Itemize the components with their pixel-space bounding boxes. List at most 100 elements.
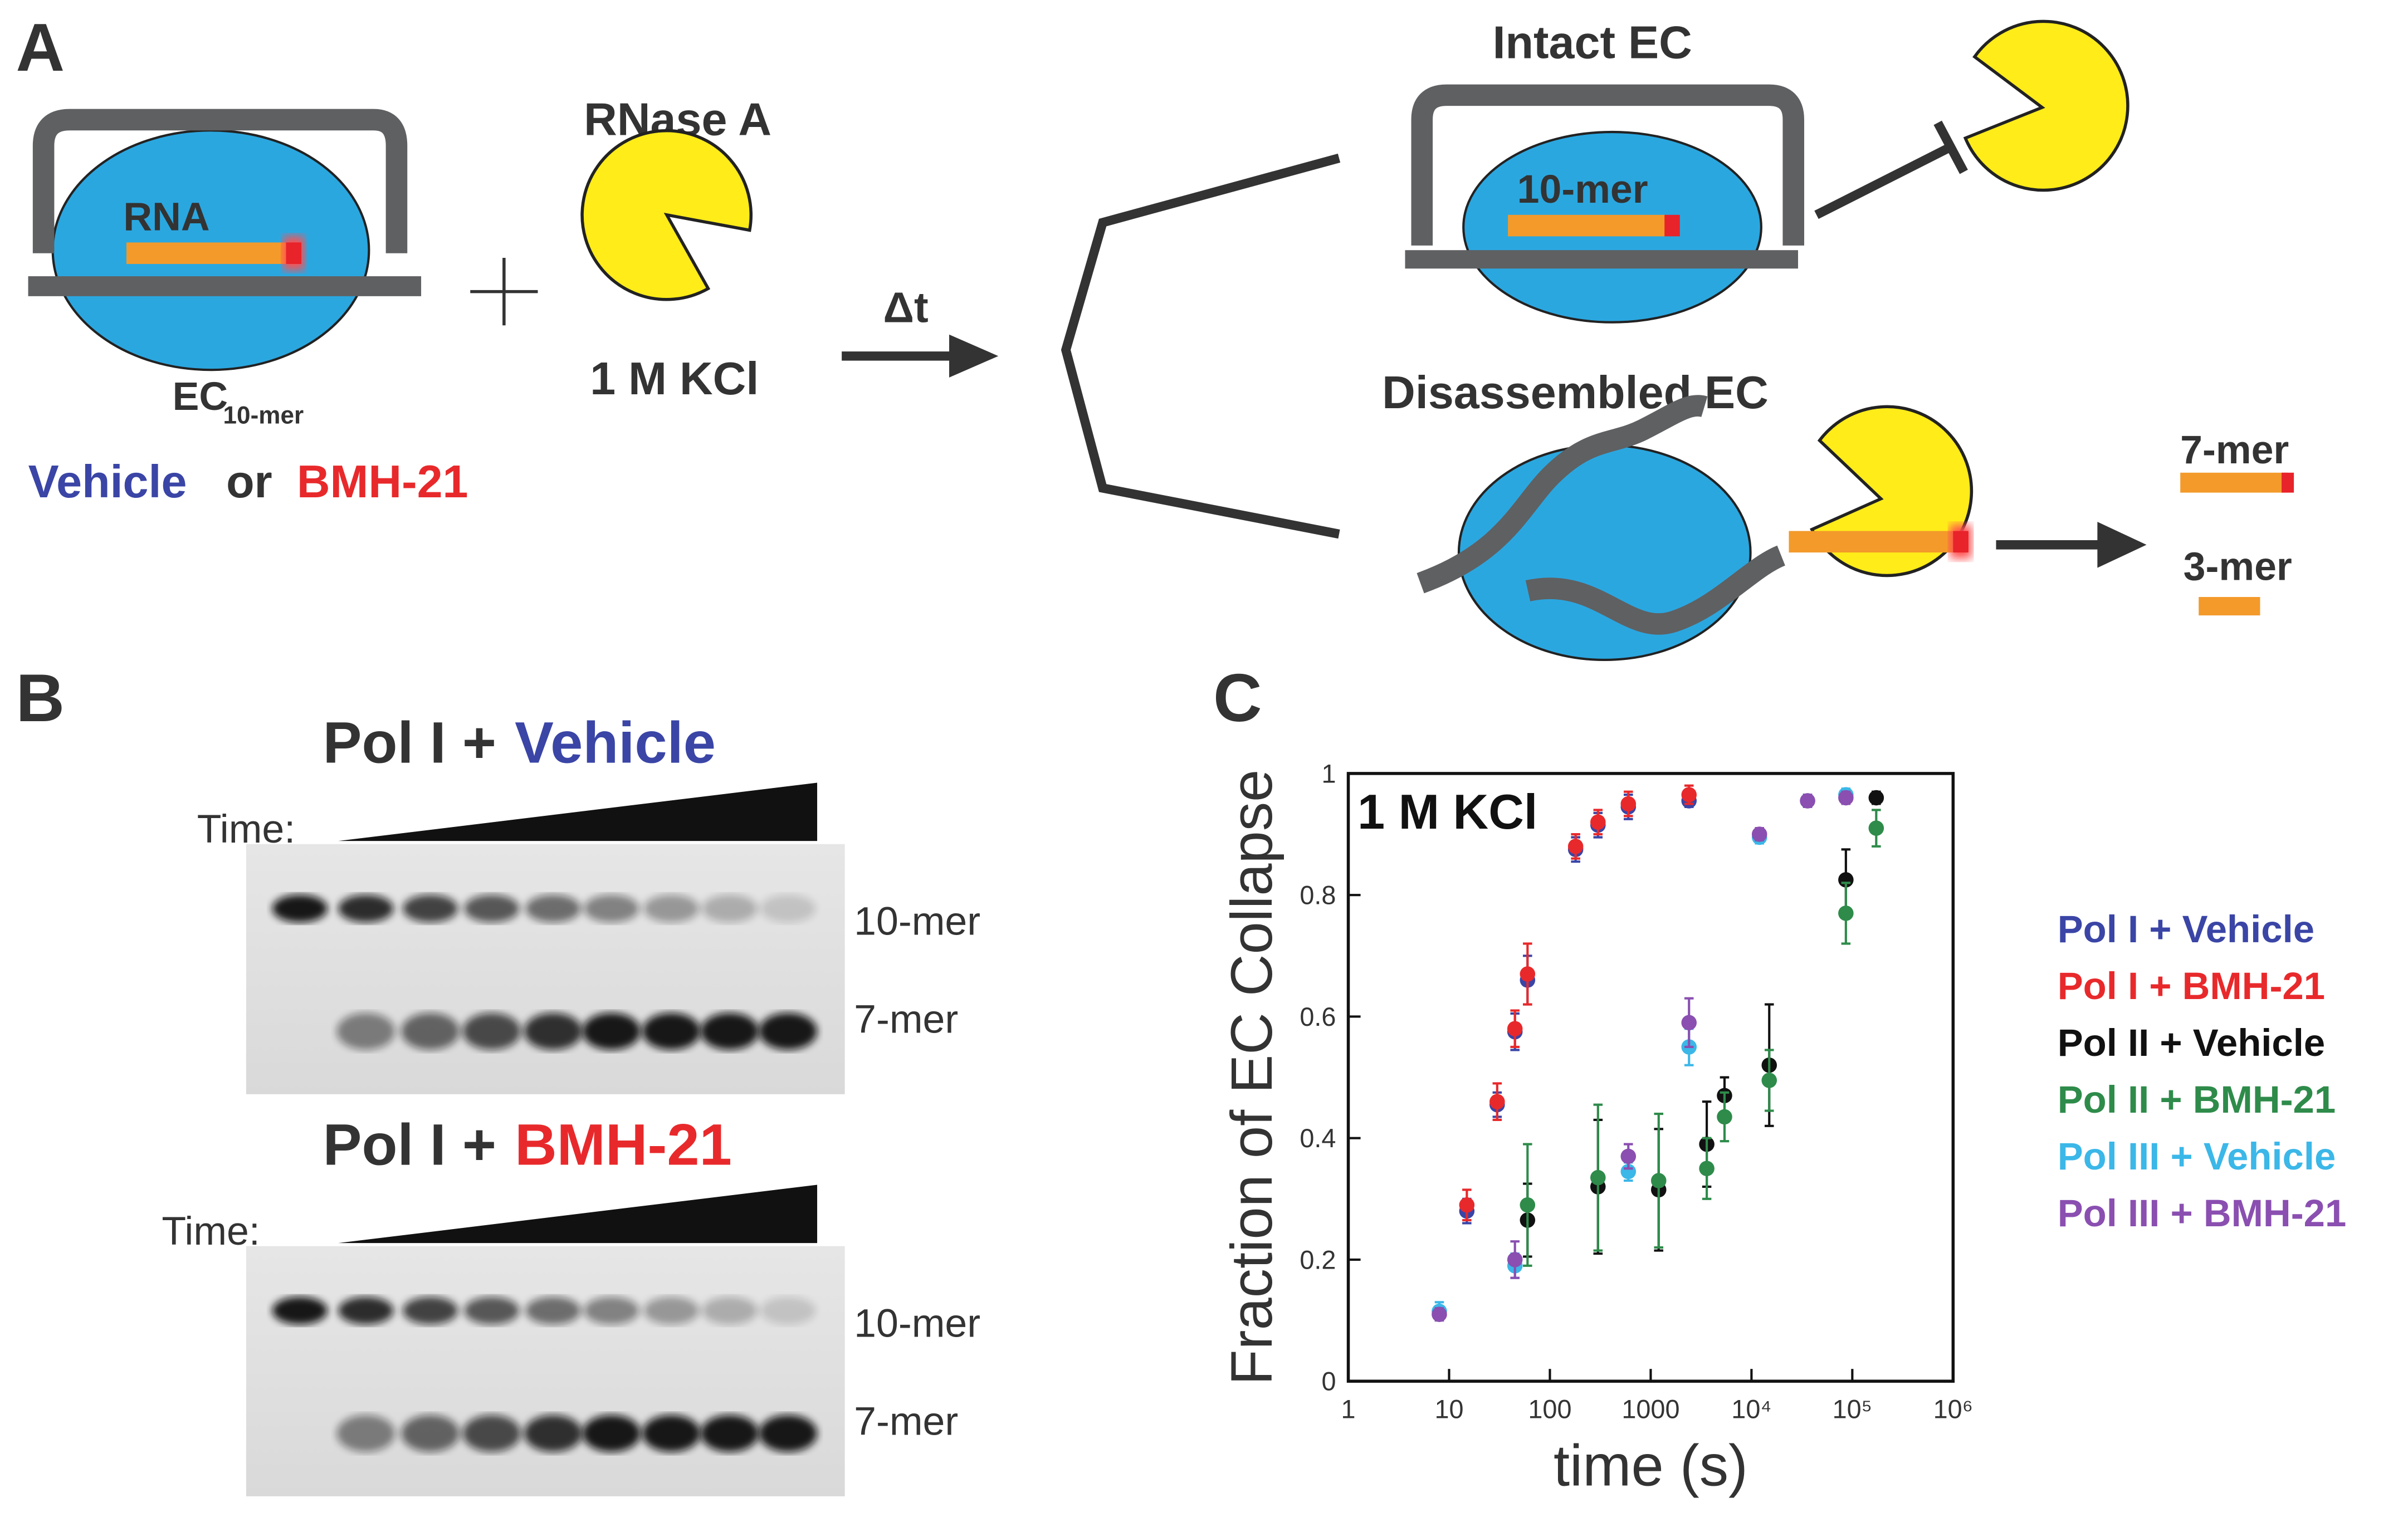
plot-frame	[1346, 772, 1955, 1383]
data-point	[1507, 1021, 1523, 1037]
gel-band	[524, 1012, 583, 1050]
x-tick-label: 10	[1434, 1394, 1463, 1423]
rna-tip	[286, 242, 302, 264]
legend-entry: Pol III + BMH-21	[2058, 1192, 2347, 1235]
polymerase	[1457, 444, 1752, 662]
plus	[470, 257, 538, 326]
band-label: 7-mer	[854, 997, 958, 1042]
legend-entry: Pol II + BMH-21	[2058, 1078, 2336, 1121]
rna-tip	[1664, 214, 1680, 237]
gel-band	[272, 894, 328, 923]
condition-vehicle: Vehicle	[28, 456, 187, 507]
panel-label: B	[16, 660, 65, 736]
dna-fragment	[1417, 395, 1708, 594]
gel-band	[338, 894, 394, 923]
rna-tip	[2282, 472, 2294, 493]
band-label: 7-mer	[854, 1399, 958, 1444]
gel-band	[759, 1012, 818, 1050]
y-tick-label: 0	[1321, 1367, 1336, 1396]
data-point	[1520, 966, 1536, 982]
legend-entry: Pol II + Vehicle	[2058, 1021, 2325, 1064]
data-point	[1620, 1148, 1637, 1164]
arrowhead	[2097, 521, 2147, 568]
gel-band	[760, 1296, 816, 1325]
rna-bar	[2180, 472, 2288, 493]
time-wedge	[338, 782, 818, 841]
data-point	[1868, 790, 1884, 806]
data-point	[1838, 906, 1854, 921]
gel-band	[462, 1415, 521, 1452]
gel-band	[643, 894, 699, 923]
gel-band	[760, 894, 816, 923]
y-axis-label: Fraction of EC Collapse	[1219, 770, 1284, 1386]
data-point	[1432, 1306, 1447, 1322]
x-tick-label: 100	[1528, 1394, 1571, 1423]
gels: Pol I + Vehicle Time: 10-mer 7-mer Pol I + BMH…	[162, 711, 980, 1496]
gel-band	[401, 1415, 460, 1452]
intact-rna-label: 10-mer	[1517, 167, 1648, 212]
gel-band	[525, 1296, 581, 1325]
legend-entry: Pol III + Vehicle	[2058, 1135, 2336, 1178]
data-point	[1800, 793, 1815, 809]
data-point	[1459, 1197, 1475, 1213]
gel-band	[525, 894, 581, 923]
ec-subscript: 10-mer	[223, 402, 304, 429]
y-tick-label: 0.4	[1300, 1124, 1336, 1153]
condition-or: or	[226, 456, 272, 507]
gel-band	[702, 894, 758, 923]
y-tick-label: 0.6	[1300, 1002, 1336, 1031]
gel-band	[700, 1415, 759, 1452]
data-point	[1520, 1197, 1536, 1213]
gel-band	[338, 1296, 394, 1325]
data-point	[1681, 787, 1697, 802]
clamp	[32, 109, 408, 253]
gel	[246, 1246, 845, 1496]
inhibit	[1814, 120, 1968, 219]
data-point	[1717, 1109, 1732, 1125]
product-label: 7-mer	[2180, 428, 2289, 472]
x-tick-label: 1000	[1621, 1394, 1679, 1423]
gel	[246, 844, 845, 1094]
gel-band	[402, 894, 458, 923]
delta-t: Δt	[883, 284, 929, 332]
gel-band	[336, 1415, 395, 1452]
data-point	[1567, 839, 1584, 854]
clamp	[1411, 84, 1805, 246]
gel-title-prefix: Pol I +	[323, 1113, 496, 1178]
intact-title: Intact EC	[1493, 17, 1692, 68]
gel-band	[642, 1012, 701, 1050]
gel-title-prefix: Pol I +	[323, 711, 496, 776]
salt-label: 1 M KCl	[590, 353, 759, 404]
x-tick-label: 10⁵	[1833, 1394, 1873, 1423]
rnase	[580, 129, 753, 301]
y-tick-label: 1	[1321, 759, 1336, 788]
gel-band	[582, 1012, 641, 1050]
legend-entry: Pol I + Vehicle	[2058, 908, 2314, 951]
gel-band	[702, 1296, 758, 1325]
y-tick-label: 0.2	[1300, 1245, 1336, 1274]
data-point	[1699, 1161, 1715, 1177]
data-point	[1681, 1015, 1697, 1031]
x-tick-label: 10⁶	[1933, 1394, 1973, 1423]
x-tick-label: 1	[1341, 1394, 1356, 1423]
rna-bar	[126, 242, 290, 264]
data-point	[1489, 1094, 1505, 1109]
annotation: 1 M KCl	[1357, 784, 1537, 839]
data-point	[1838, 790, 1854, 806]
legend-entry: Pol I + BMH-21	[2058, 965, 2325, 1007]
gel-band	[336, 1012, 395, 1050]
data-point	[1868, 820, 1884, 836]
gel-band	[582, 1415, 641, 1452]
rna-tip	[1953, 531, 1969, 553]
panel-label: A	[16, 9, 65, 85]
data-point	[1620, 796, 1637, 812]
gel-band	[401, 1012, 460, 1050]
data-point	[1751, 826, 1767, 842]
gel-band	[643, 1296, 699, 1325]
ec-label: EC	[173, 374, 228, 419]
dna	[28, 276, 422, 296]
band-label: 10-mer	[854, 1301, 980, 1345]
rna-label: RNA	[123, 194, 209, 239]
data-point	[1507, 1252, 1523, 1267]
